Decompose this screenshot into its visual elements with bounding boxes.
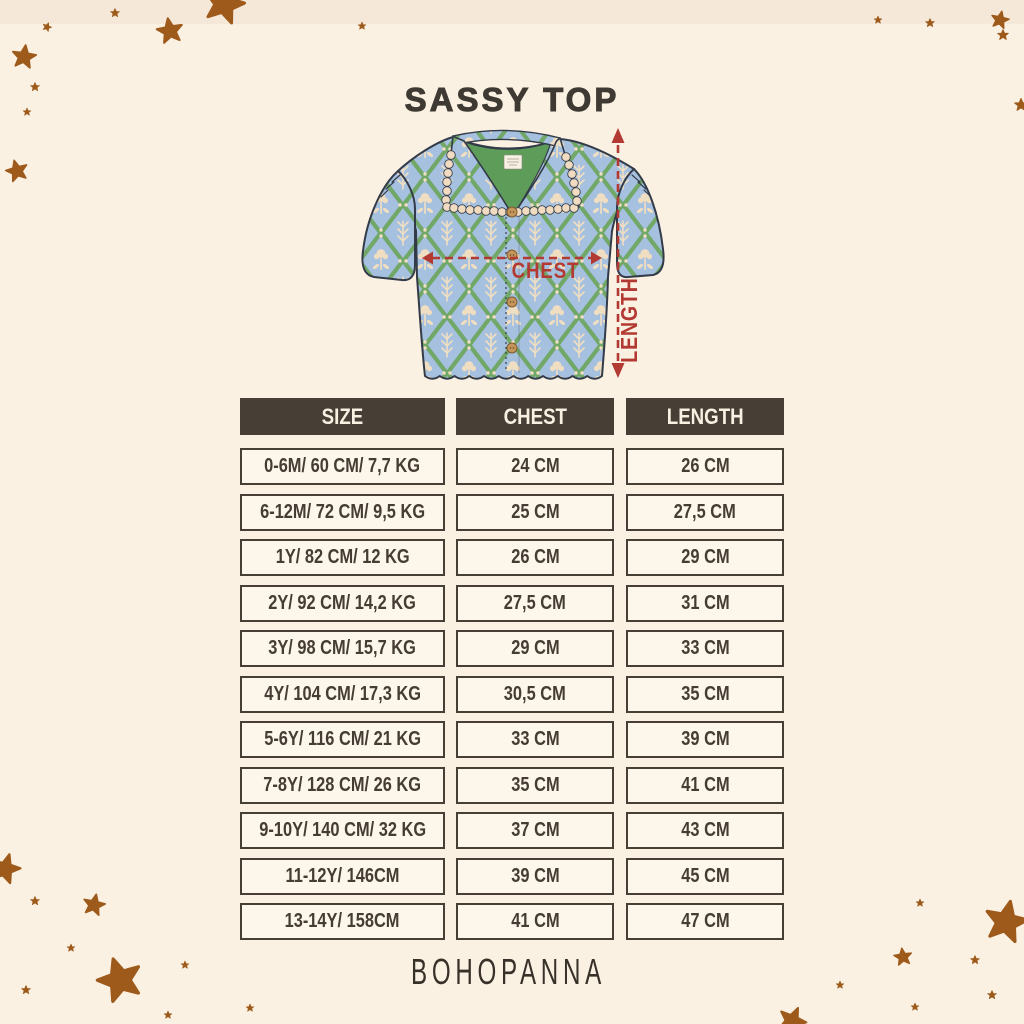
star-icon — [0, 851, 26, 890]
table-row: 5-6Y/ 116 CM/ 21 KG 33 CM 39 CM — [240, 721, 784, 758]
star-icon — [66, 943, 76, 952]
length-cell: 26 CM — [626, 448, 784, 485]
length-cell: 33 CM — [626, 630, 784, 667]
button — [506, 206, 518, 218]
table-row: 0-6M/ 60 CM/ 7,7 KG 24 CM 26 CM — [240, 448, 784, 485]
star-icon — [2, 156, 31, 184]
table-row: 7-8Y/ 128 CM/ 26 KG 35 CM 41 CM — [240, 766, 784, 804]
star-icon — [163, 1010, 173, 1019]
chest-arrow — [422, 251, 602, 265]
table-row: 2Y/ 92 CM/ 14,2 KG 27,5 CM 31 CM — [240, 584, 784, 622]
chest-cell: 41 CM — [456, 903, 614, 940]
button — [506, 342, 518, 354]
table-row: 13-14Y/ 158CM 41 CM 47 CM — [240, 903, 784, 940]
column-header-chest: CHEST — [456, 398, 614, 435]
size-cell: 5-6Y/ 116 CM/ 21 KG — [240, 721, 445, 758]
length-cell: 31 CM — [626, 584, 784, 622]
size-cell: 3Y/ 98 CM/ 15,7 KG — [240, 630, 445, 667]
star-icon — [980, 895, 1024, 945]
table-row: 9-10Y/ 140 CM/ 32 KG 37 CM 43 CM — [240, 812, 784, 849]
star-icon — [775, 1005, 810, 1024]
chest-cell: 33 CM — [456, 721, 614, 758]
star-icon — [21, 985, 31, 995]
size-cell: 7-8Y/ 128 CM/ 26 KG — [240, 766, 445, 804]
size-cell: 6-12M/ 72 CM/ 9,5 KG — [240, 493, 445, 531]
chest-label: CHEST — [512, 260, 580, 284]
size-cell: 4Y/ 104 CM/ 17,3 KG — [240, 675, 445, 713]
length-cell: 29 CM — [626, 539, 784, 576]
table-row: 3Y/ 98 CM/ 15,7 KG 29 CM 33 CM — [240, 630, 784, 667]
column-header-length: LENGTH — [626, 398, 784, 435]
garment-diagram: CHEST LENGTH — [350, 115, 690, 395]
star-icon — [997, 29, 1009, 40]
length-arrow — [611, 128, 625, 378]
shirt-illustration: CHEST LENGTH — [361, 128, 665, 380]
table-row: 4Y/ 104 CM/ 17,3 KG 30,5 CM 35 CM — [240, 675, 784, 713]
length-label: LENGTH — [617, 277, 643, 362]
length-cell: 45 CM — [626, 857, 784, 895]
chest-cell: 27,5 CM — [456, 584, 614, 622]
length-cell: 39 CM — [626, 721, 784, 758]
brand-logo: BOHOPANNA — [411, 950, 606, 993]
star-icon — [915, 898, 925, 907]
chest-cell: 25 CM — [456, 493, 614, 531]
size-cell: 9-10Y/ 140 CM/ 32 KG — [240, 812, 445, 849]
length-cell: 35 CM — [626, 675, 784, 713]
chest-cell: 37 CM — [456, 812, 614, 849]
size-cell: 2Y/ 92 CM/ 14,2 KG — [240, 584, 445, 622]
size-cell: 1Y/ 82 CM/ 12 KG — [240, 539, 445, 576]
size-cell: 11-12Y/ 146CM — [240, 857, 445, 895]
star-icon — [910, 1002, 920, 1011]
size-cell: 13-14Y/ 158CM — [240, 903, 445, 940]
shirt-sleeve-left — [361, 170, 416, 282]
button — [506, 296, 518, 308]
table-body: 0-6M/ 60 CM/ 7,7 KG 24 CM 26 CM 6-12M/ 7… — [240, 448, 784, 940]
chest-cell: 26 CM — [456, 539, 614, 576]
table-row: 6-12M/ 72 CM/ 9,5 KG 25 CM 27,5 CM — [240, 493, 784, 531]
size-cell: 0-6M/ 60 CM/ 7,7 KG — [240, 448, 445, 485]
length-cell: 27,5 CM — [626, 493, 784, 531]
size-table: SIZE CHEST LENGTH 0-6M/ 60 CM/ 7,7 KG 24… — [240, 398, 784, 949]
sleeve-gathers — [380, 174, 652, 198]
care-label — [503, 154, 523, 170]
top-shade-band — [0, 0, 1024, 24]
collar-ruffle — [441, 150, 582, 217]
length-cell: 47 CM — [626, 903, 784, 940]
column-header-size: SIZE — [240, 398, 445, 435]
table-row: 1Y/ 82 CM/ 12 KG 26 CM 29 CM — [240, 539, 784, 576]
star-icon — [80, 891, 108, 917]
table-row: 11-12Y/ 146CM 39 CM 45 CM — [240, 857, 784, 895]
length-cell: 43 CM — [626, 812, 784, 849]
chest-cell: 39 CM — [456, 857, 614, 895]
page-title: SASSY TOP — [404, 81, 620, 119]
shirt-sleeve-right — [616, 168, 665, 279]
chest-cell: 29 CM — [456, 630, 614, 667]
star-icon — [10, 42, 39, 70]
star-icon — [987, 990, 997, 1000]
column-header-length-label: LENGTH — [666, 403, 744, 429]
star-icon — [245, 1003, 255, 1012]
chest-cell: 24 CM — [456, 448, 614, 485]
star-icon — [30, 896, 40, 906]
table-header-row: SIZE CHEST LENGTH — [240, 398, 784, 435]
chest-cell: 30,5 CM — [456, 675, 614, 713]
chest-cell: 35 CM — [456, 766, 614, 804]
column-header-size-label: SIZE — [321, 403, 364, 429]
star-icon — [970, 955, 980, 965]
length-cell: 41 CM — [626, 766, 784, 804]
column-header-chest-label: CHEST — [503, 403, 567, 429]
